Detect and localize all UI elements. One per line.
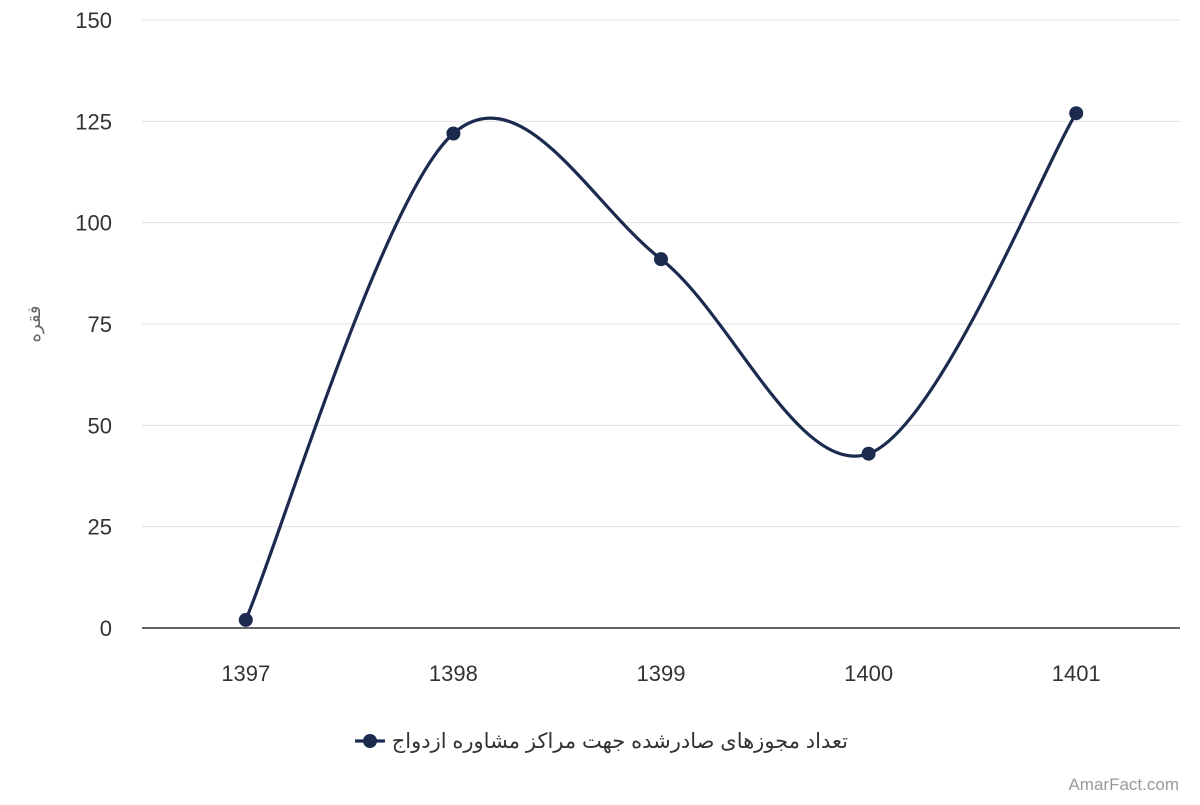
y-tick-label: 25: [88, 515, 112, 540]
data-point[interactable]: [1069, 106, 1084, 121]
y-tick-label: 100: [75, 211, 112, 236]
y-tick-label: 150: [75, 8, 112, 33]
data-point[interactable]: [238, 612, 253, 627]
y-axis-label: فقره: [24, 305, 45, 342]
x-axis-ticks: 1397 1398 1399 1400 1401: [221, 661, 1100, 686]
data-point[interactable]: [654, 252, 668, 267]
gridlines: [142, 19, 1180, 528]
x-tick-label: 1398: [429, 661, 478, 686]
legend-marker: [363, 734, 377, 748]
y-tick-label: 125: [75, 109, 112, 134]
y-tick-label: 75: [88, 312, 112, 337]
x-tick-label: 1397: [221, 661, 270, 686]
legend[interactable]: تعداد مجوزهای صادرشده جهت مراکز مشاوره ا…: [355, 730, 848, 754]
y-tick-label: 50: [88, 413, 112, 438]
data-point[interactable]: [861, 446, 876, 461]
series-layer: [238, 106, 1084, 627]
y-axis-ticks: 0 25 50 75 100 125 150: [75, 8, 112, 641]
x-tick-label: 1399: [637, 661, 686, 686]
legend-label: تعداد مجوزهای صادرشده جهت مراکز مشاوره ا…: [392, 730, 848, 754]
x-tick-label: 1401: [1052, 661, 1101, 686]
series-line: [244, 111, 1078, 622]
x-tick-label: 1400: [844, 661, 893, 686]
data-point[interactable]: [446, 126, 461, 141]
y-tick-label: 0: [100, 616, 112, 641]
credit-link[interactable]: AmarFact.com: [1068, 775, 1179, 794]
